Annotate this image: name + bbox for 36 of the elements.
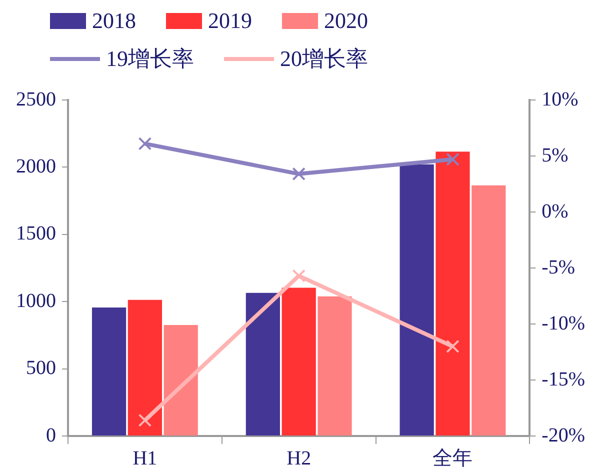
point [138, 414, 152, 427]
legend-label: 19增长率 [106, 45, 194, 73]
x-tick-label: H1 [132, 447, 158, 470]
bar [472, 185, 506, 436]
legend-label: 2018 [92, 8, 136, 34]
bar [318, 296, 352, 436]
y2-tick-label: 10% [542, 88, 578, 110]
y2-tick-label: -20% [542, 424, 586, 446]
point [292, 167, 306, 181]
y-tick-label: 2000 [16, 155, 56, 178]
y-tick-label: 500 [26, 357, 56, 380]
bar [282, 288, 316, 436]
point [446, 152, 460, 166]
bar [400, 164, 434, 436]
bar [246, 292, 280, 436]
x-tick-label: H2 [286, 447, 312, 470]
y-tick-label: 0 [46, 424, 56, 446]
y-tick-label: 1500 [16, 222, 56, 245]
legend-label: 20增长率 [280, 45, 368, 73]
legend-label: 2019 [208, 8, 252, 34]
y-tick-label: 2500 [16, 88, 56, 110]
legend-label: 2020 [324, 8, 368, 34]
bar [164, 324, 198, 436]
y2-tick-label: -10% [542, 312, 586, 334]
x-tick-label: 全年 [432, 447, 473, 470]
point [292, 269, 306, 282]
bar [436, 152, 470, 436]
y2-tick-label: -15% [542, 368, 586, 390]
y2-tick-label: -5% [542, 256, 576, 278]
bar [92, 308, 126, 436]
point [446, 340, 460, 354]
y-tick-label: 1000 [16, 290, 56, 312]
y2-tick-label: 0% [542, 200, 568, 222]
point [138, 137, 152, 150]
y2-tick-label: 5% [542, 144, 568, 166]
bar [128, 300, 162, 436]
